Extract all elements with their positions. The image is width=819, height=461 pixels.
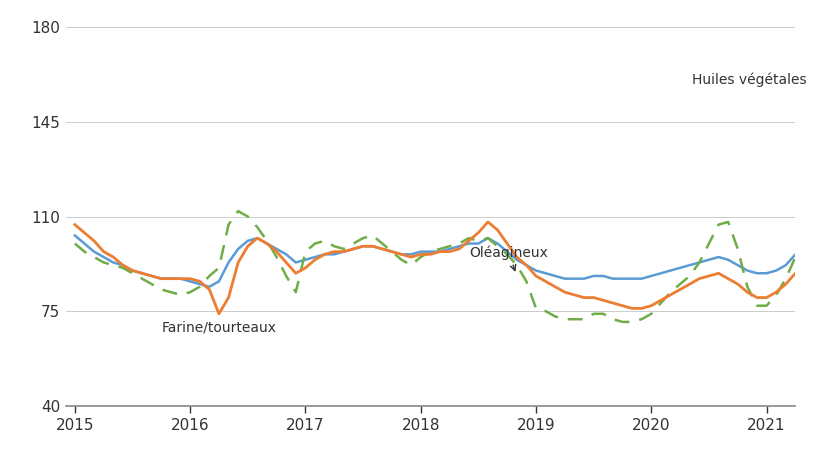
Text: Farine/tourteaux: Farine/tourteaux <box>161 320 276 335</box>
Text: Oléagineux: Oléagineux <box>468 245 547 271</box>
Text: Huiles végétales: Huiles végétales <box>690 72 805 87</box>
